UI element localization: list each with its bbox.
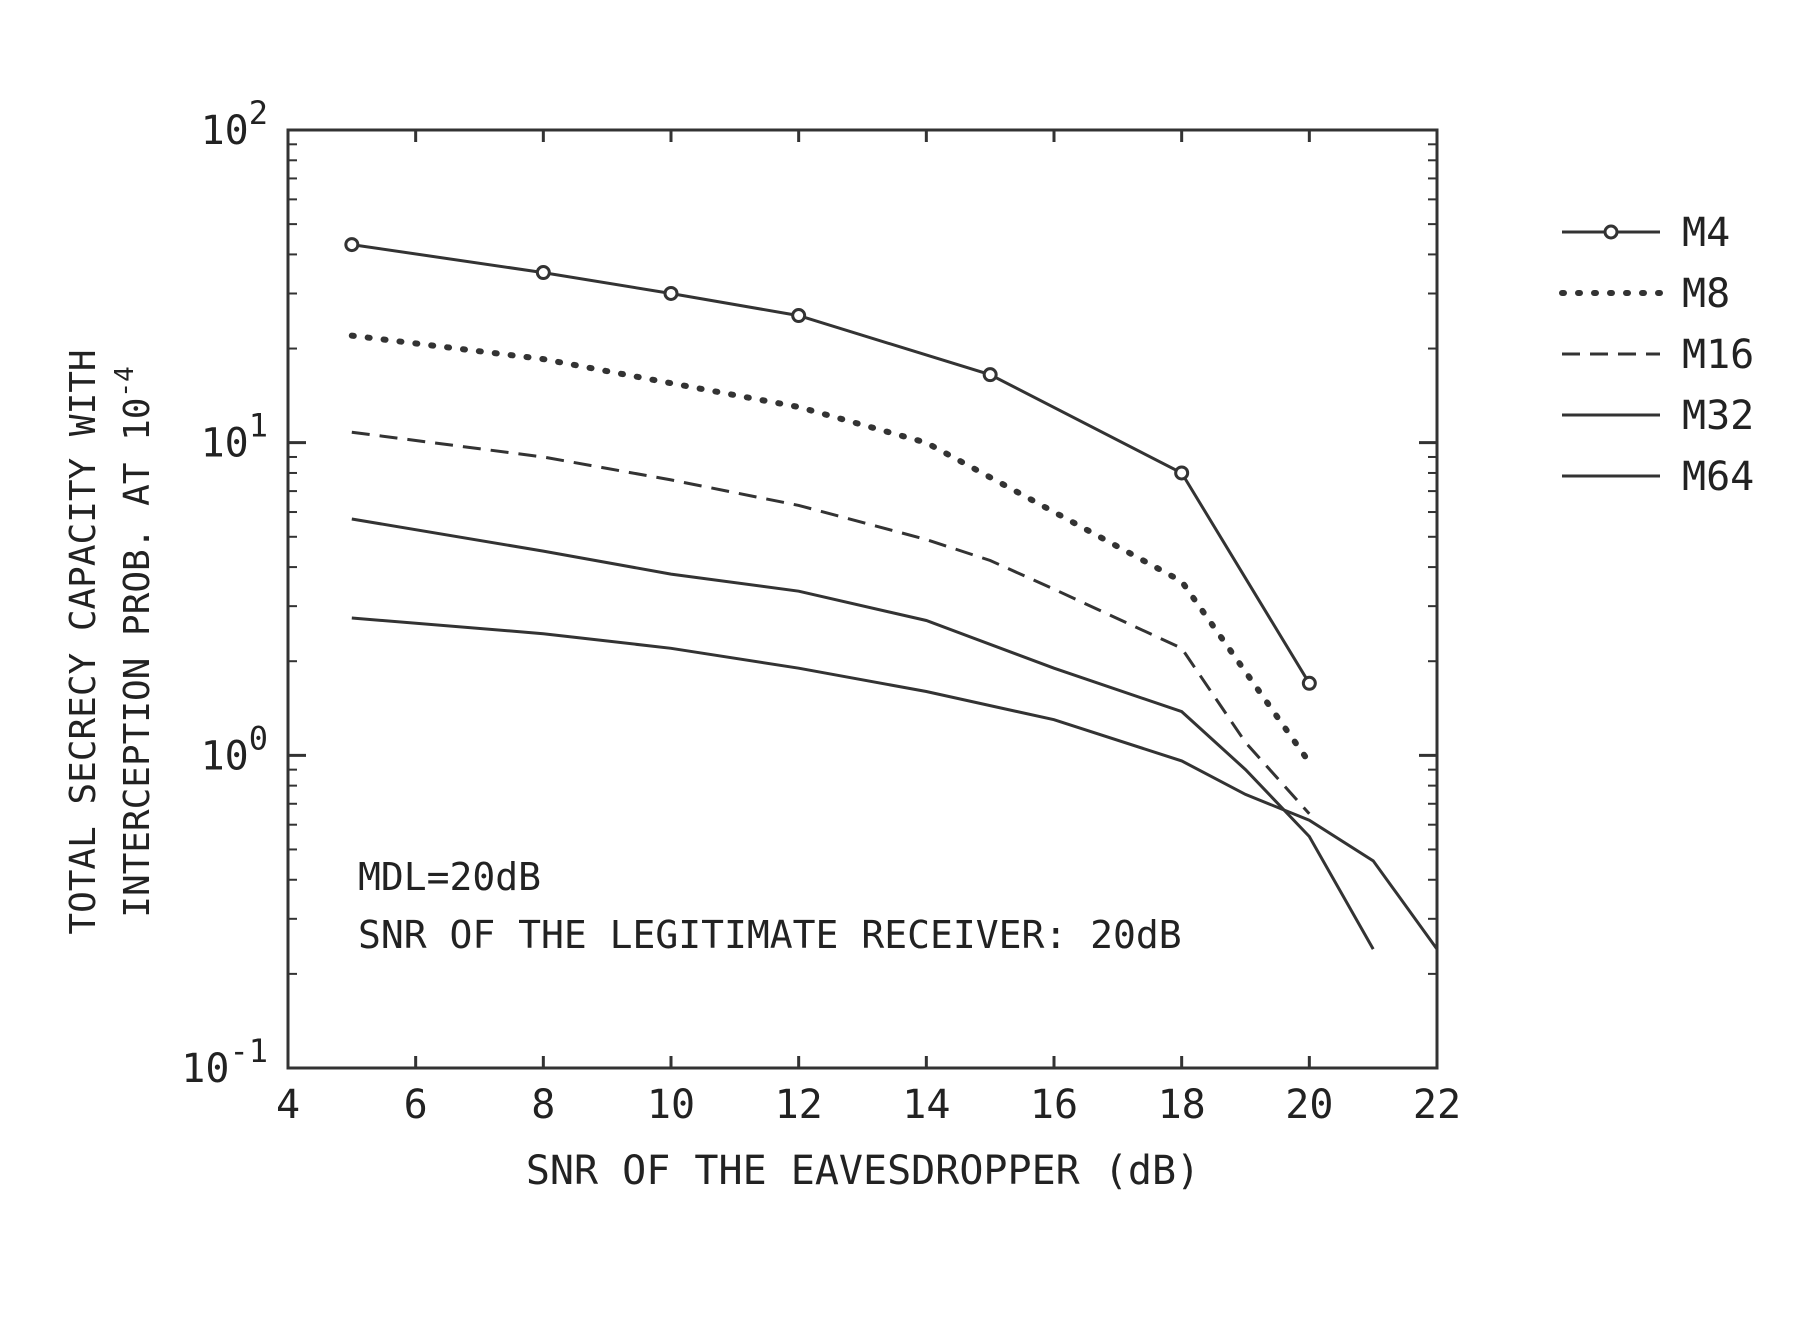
data-point-m4 (793, 310, 805, 322)
legend-label: M4 (1682, 210, 1730, 256)
data-point-m4 (346, 239, 358, 251)
legend-marker (1605, 226, 1617, 238)
legend-label: M32 (1682, 393, 1754, 439)
legend-label: M64 (1682, 454, 1754, 500)
x-tick-label: 18 (1158, 1082, 1206, 1128)
x-tick-label: 10 (647, 1082, 695, 1128)
data-point-m4 (984, 369, 996, 381)
y-axis-label-line1: TOTAL SECRECY CAPACITY WITH (63, 349, 104, 934)
data-point-m4 (665, 287, 677, 299)
x-tick-label: 12 (775, 1082, 823, 1128)
x-tick-label: 6 (404, 1082, 428, 1128)
y-tick-label-exponent: 2 (249, 94, 268, 132)
x-tick-label: 4 (276, 1082, 300, 1128)
legend-label: M8 (1682, 271, 1730, 317)
y-tick-label-base: 10 (181, 1046, 229, 1092)
x-tick-label: 14 (902, 1082, 950, 1128)
y-tick-label-exponent: 0 (249, 719, 268, 757)
data-point-m4 (537, 267, 549, 279)
svg-text:INTERCEPTION PROB. AT 10-4: INTERCEPTION PROB. AT 10-4 (110, 366, 158, 917)
x-tick-label: 8 (531, 1082, 555, 1128)
x-tick-label: 22 (1413, 1082, 1461, 1128)
y-tick-label-base: 10 (201, 108, 249, 154)
chart: 46810121416182022 10-1100101102 M4M8M16M… (0, 0, 1801, 1323)
data-point-m4 (1303, 677, 1315, 689)
y-tick-label-exponent: -1 (229, 1032, 268, 1070)
y-tick-label-exponent: 1 (249, 407, 268, 445)
data-point-m4 (1176, 467, 1188, 479)
chart-background (0, 0, 1801, 1323)
x-axis-label: SNR OF THE EAVESDROPPER (dB) (526, 1148, 1200, 1194)
annotation-legitimate-receiver: SNR OF THE LEGITIMATE RECEIVER: 20dB (358, 913, 1182, 957)
x-tick-label: 20 (1285, 1082, 1333, 1128)
legend-label: M16 (1682, 332, 1754, 378)
x-tick-label: 16 (1030, 1082, 1078, 1128)
y-tick-label-base: 10 (201, 733, 249, 779)
y-axis-label-exponent: -4 (110, 366, 140, 397)
y-tick-label-base: 10 (201, 421, 249, 467)
y-axis-label-line2: INTERCEPTION PROB. AT 10 (117, 398, 158, 918)
annotation-mdl: MDL=20dB (358, 855, 541, 899)
